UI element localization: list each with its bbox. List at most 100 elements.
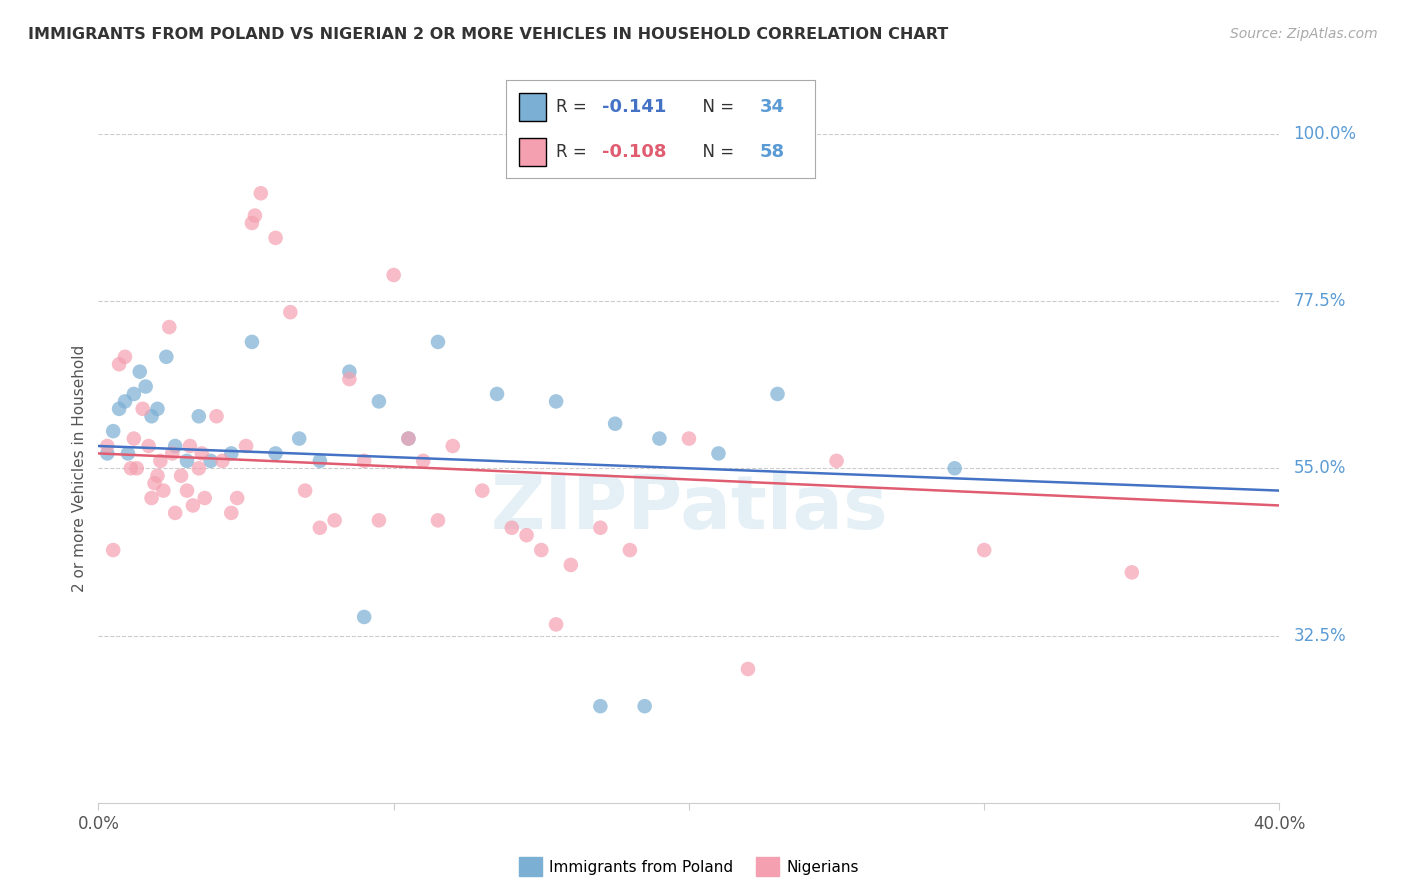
Point [165, 439, 187, 453]
Point [396, 432, 419, 446]
Point [560, 558, 582, 572]
Point [441, 439, 464, 453]
Point [264, 446, 287, 460]
Point [96, 439, 118, 453]
Point [103, 424, 125, 438]
Point [589, 521, 612, 535]
Point [619, 543, 641, 558]
Point [114, 394, 136, 409]
Point [605, 417, 627, 431]
Point [294, 483, 316, 498]
Point [141, 409, 163, 424]
Text: 34: 34 [759, 98, 785, 116]
Point [96, 446, 118, 460]
Point [108, 401, 131, 416]
Text: -0.141: -0.141 [602, 98, 666, 116]
Point [219, 446, 243, 460]
Point [108, 357, 131, 371]
Point [309, 521, 332, 535]
Point [825, 454, 848, 468]
Point [516, 528, 538, 542]
Point [157, 320, 180, 334]
Point [194, 491, 217, 505]
Point [737, 662, 759, 676]
Point [117, 446, 139, 460]
Point [125, 461, 148, 475]
Point [471, 483, 494, 498]
Point [633, 699, 655, 714]
Text: IMMIGRANTS FROM POLAND VS NIGERIAN 2 OR MORE VEHICLES IN HOUSEHOLD CORRELATION C: IMMIGRANTS FROM POLAND VS NIGERIAN 2 OR … [28, 27, 949, 42]
Text: -0.108: -0.108 [602, 143, 666, 161]
Text: ZIPPatlas: ZIPPatlas [491, 472, 887, 545]
Point [427, 334, 450, 349]
Point [165, 506, 187, 520]
Point [1121, 566, 1143, 580]
Legend: Immigrants from Poland, Nigerians: Immigrants from Poland, Nigerians [513, 851, 865, 882]
Text: Source: ZipAtlas.com: Source: ZipAtlas.com [1230, 27, 1378, 41]
Point [146, 468, 169, 483]
Point [181, 499, 204, 513]
Point [240, 334, 263, 349]
Point [141, 491, 163, 505]
Point [412, 454, 434, 468]
Point [353, 610, 375, 624]
FancyBboxPatch shape [519, 138, 547, 166]
Point [122, 387, 145, 401]
Point [187, 461, 209, 475]
Point [288, 432, 311, 446]
Point [530, 543, 553, 558]
Point [176, 483, 198, 498]
Text: 55.0%: 55.0% [1294, 459, 1346, 477]
Point [211, 454, 233, 468]
Text: 58: 58 [759, 143, 785, 161]
Point [648, 432, 671, 446]
Point [143, 476, 166, 491]
Point [396, 432, 419, 446]
Point [589, 699, 612, 714]
Point [766, 387, 789, 401]
Point [176, 454, 198, 468]
Point [486, 387, 509, 401]
Point [240, 216, 263, 230]
Point [278, 305, 302, 319]
Point [501, 521, 523, 535]
Point [122, 432, 145, 446]
Point [162, 446, 183, 460]
Point [179, 439, 201, 453]
Point [243, 209, 266, 223]
Point [323, 513, 346, 527]
Point [226, 491, 249, 505]
Point [353, 454, 375, 468]
Text: 100.0%: 100.0% [1294, 125, 1357, 143]
Point [264, 231, 287, 245]
Point [309, 454, 332, 468]
Point [337, 372, 360, 386]
Point [200, 454, 222, 468]
Text: R =: R = [555, 98, 592, 116]
Text: N =: N = [692, 143, 740, 161]
Point [337, 365, 360, 379]
Point [132, 401, 155, 416]
Point [155, 350, 177, 364]
Text: N =: N = [692, 98, 740, 116]
Point [191, 446, 214, 460]
Point [546, 394, 568, 409]
Point [170, 468, 193, 483]
Point [128, 365, 150, 379]
Point [368, 513, 391, 527]
Point [146, 401, 169, 416]
Point [250, 186, 273, 201]
Text: R =: R = [555, 143, 592, 161]
Point [235, 439, 257, 453]
FancyBboxPatch shape [519, 93, 547, 120]
Point [103, 543, 125, 558]
Point [138, 439, 160, 453]
Point [187, 409, 209, 424]
Point [382, 268, 405, 282]
Point [707, 446, 730, 460]
Point [114, 350, 136, 364]
Point [205, 409, 228, 424]
Point [152, 483, 174, 498]
Point [427, 513, 450, 527]
Text: 77.5%: 77.5% [1294, 292, 1346, 310]
